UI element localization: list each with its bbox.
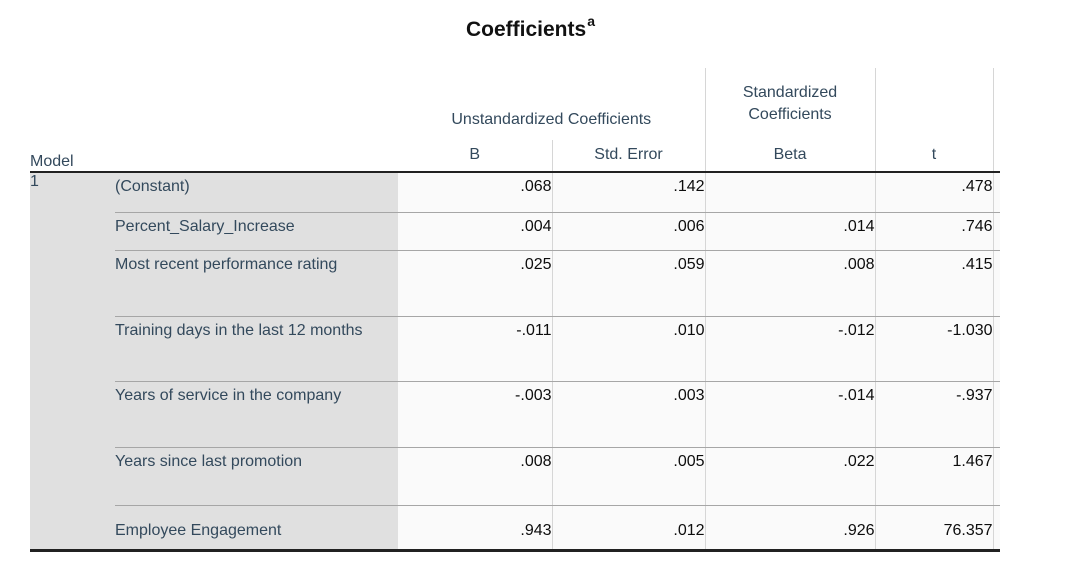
cropped-column-cell [992,447,1001,506]
column-header-beta: Beta [704,140,876,173]
cropped-column-cell [992,316,1001,382]
cell-b: -.011 [398,316,553,382]
cell-beta: .022 [704,447,876,506]
row-label: Years since last promotion [115,447,399,506]
cell-std-error: .010 [551,316,706,382]
cell-t: .746 [874,212,994,251]
cell-b: .008 [398,447,553,506]
cell-b: -.003 [398,381,553,448]
cell-t: .415 [874,250,994,317]
coefficients-table: Model Unstandardized Coefficients Standa… [30,68,1001,552]
table-header: Model Unstandardized Coefficients Standa… [30,68,1001,173]
cell-t: 76.357 [874,505,994,552]
column-header-t: t [874,140,994,173]
cell-beta: -.014 [704,381,876,448]
row-label: Most recent performance rating [115,250,399,317]
table-row: 1 (Constant) .068.142 .478 [30,172,1001,552]
column-header-b: B [398,140,553,173]
cell-t: 1.467 [874,447,994,506]
table-row: Most recent performance rating .025.059.0… [30,250,1001,317]
table-row: Years of service in the company -.003.003… [30,381,1001,448]
row-label: Employee Engagement [115,505,399,552]
cell-b: .004 [398,212,553,251]
cell-beta: -.012 [704,316,876,382]
cell-std-error: .012 [551,505,706,552]
cell-b: .025 [398,250,553,317]
table-row: Percent_Salary_Increase .004.006.014.746 [30,212,1001,251]
table-body: 1 (Constant) .068.142.478 Percent_Salary_In… [30,172,1001,552]
cell-std-error: .005 [551,447,706,506]
t-group-spacer [874,68,994,140]
cell-beta [704,172,876,213]
cell-std-error: .059 [551,250,706,317]
unstandardized-coefficients-group-header: Unstandardized Coefficients [398,68,706,140]
model-column-header: Model [30,68,399,173]
cropped-column-cell [992,250,1001,317]
cell-t: -.937 [874,381,994,448]
row-label: Years of service in the company [115,381,399,448]
row-label: Percent_Salary_Increase [115,212,399,251]
cell-std-error: .142 [551,172,706,213]
title-text: Coefficients [466,18,587,41]
cropped-column-cell [992,381,1001,448]
column-header-std-error: Std. Error [551,140,706,173]
table-title: Coefficientsa [0,13,1060,42]
cropped-column-spacer [992,68,1001,140]
row-label: (Constant) [115,172,399,213]
cell-beta: .014 [704,212,876,251]
title-superscript: a [587,13,595,29]
cell-beta: .926 [704,505,876,552]
cell-beta: .008 [704,250,876,317]
cell-b: .943 [398,505,553,552]
table-row: Training days in the last 12 months -.011… [30,316,1001,382]
cropped-column-spacer [992,140,1001,173]
model-number-cell: 1 [30,172,115,552]
standardized-coefficients-group-header: Standardized Coefficients [704,68,876,140]
cell-t: -1.030 [874,316,994,382]
cell-b: .068 [398,172,553,213]
table-row: Employee Engagement .943.012.926 76.357 [30,505,1001,552]
cropped-column-cell [992,505,1001,552]
cropped-column-cell [992,172,1001,213]
table-row: Years since last promotion .008.005.022 1.… [30,447,1001,506]
cell-std-error: .006 [551,212,706,251]
row-label: Training days in the last 12 months [115,316,399,382]
cell-std-error: .003 [551,381,706,448]
cell-t: .478 [874,172,994,213]
cropped-column-cell [992,212,1001,251]
